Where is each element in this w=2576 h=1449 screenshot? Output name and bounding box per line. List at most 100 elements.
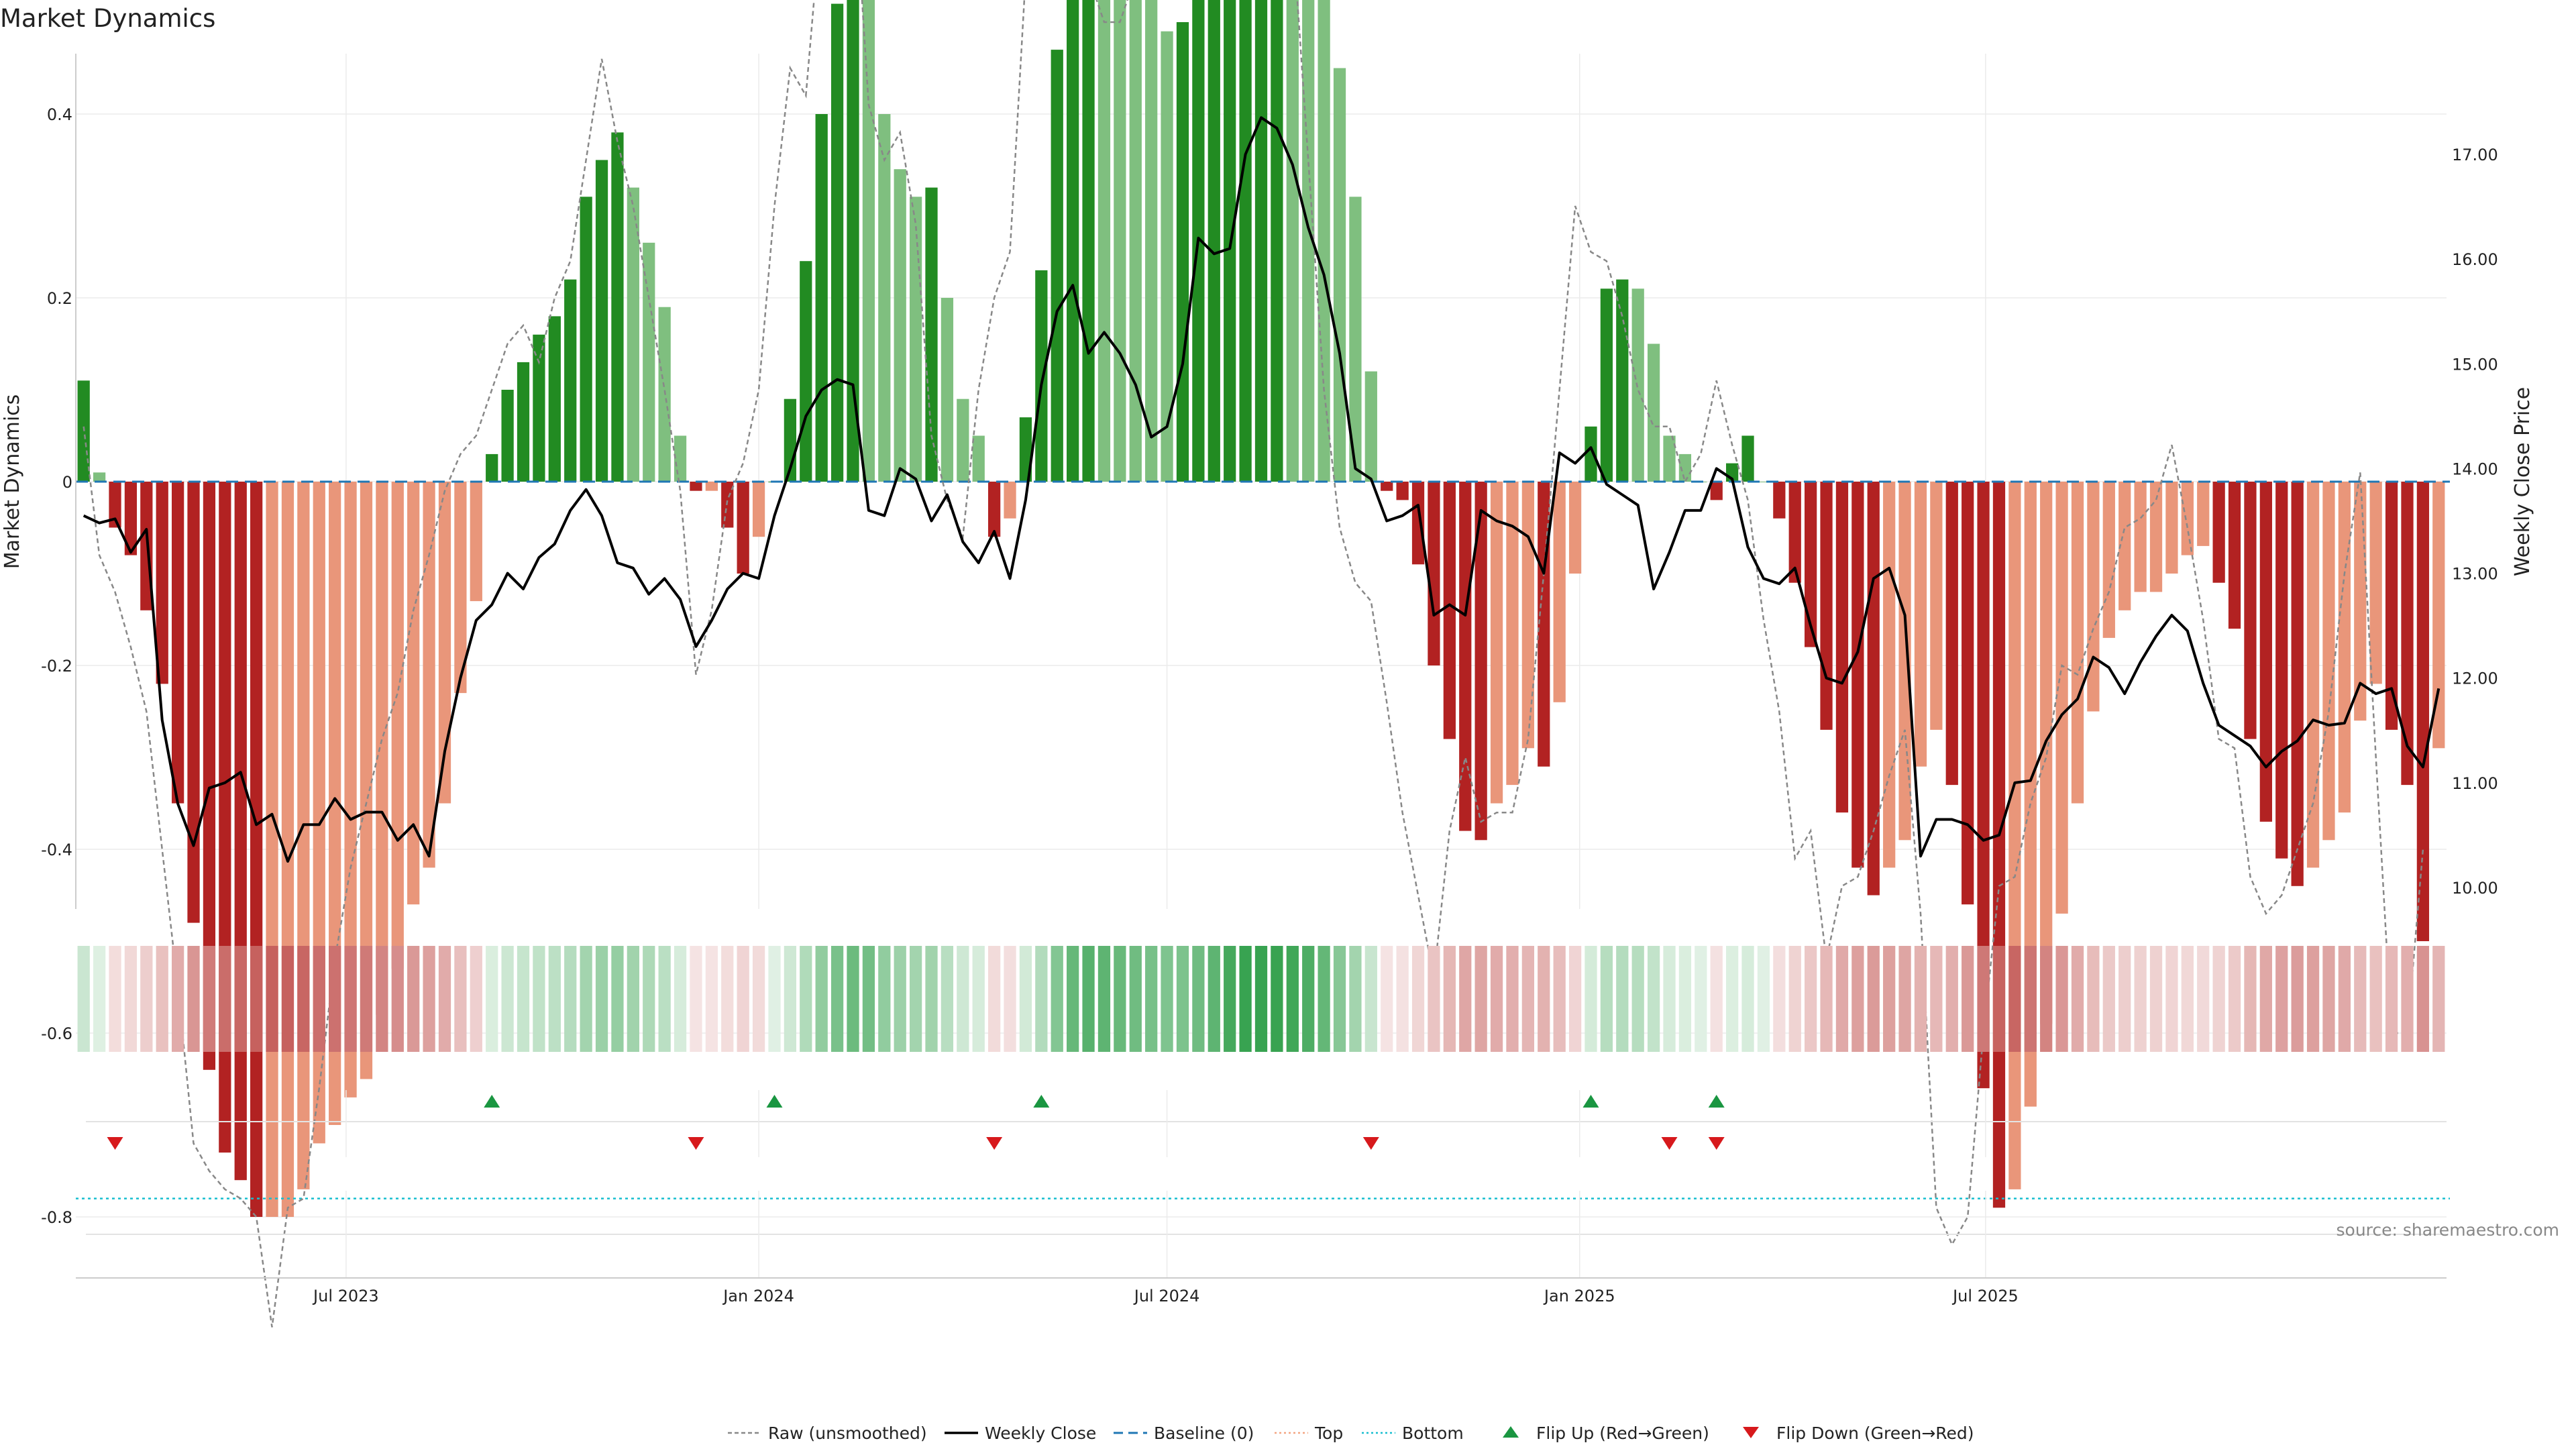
dynamics-bar bbox=[894, 169, 906, 482]
heat-cell bbox=[862, 946, 875, 1052]
chart-title: Market Dynamics bbox=[0, 4, 215, 33]
dynamics-bar bbox=[234, 482, 247, 1181]
legend-label: Flip Down (Green→Red) bbox=[1776, 1424, 1974, 1443]
heat-cell bbox=[768, 946, 781, 1052]
dynamics-bar bbox=[1459, 482, 1472, 831]
heat-cell bbox=[1741, 946, 1754, 1052]
heat-cell bbox=[2401, 946, 2414, 1052]
dynamics-bar bbox=[1945, 482, 1958, 786]
heat-cell bbox=[1254, 946, 1268, 1052]
right-tick-label: 16.00 bbox=[2452, 250, 2498, 269]
heat-cell bbox=[1663, 946, 1676, 1052]
flip-down-marker bbox=[986, 1137, 1003, 1150]
dynamics-bar bbox=[1271, 0, 1283, 482]
dynamics-bar bbox=[1254, 0, 1268, 482]
heat-cell bbox=[1161, 946, 1173, 1052]
dynamics-bar bbox=[830, 3, 844, 482]
dynamics-bar bbox=[2197, 482, 2210, 546]
right-axis-label: Weekly Close Price bbox=[2511, 387, 2534, 576]
flip-up-marker bbox=[484, 1095, 500, 1108]
dynamics-bar bbox=[1051, 50, 1063, 482]
heat-cell bbox=[77, 946, 90, 1052]
dynamics-bar bbox=[1585, 426, 1597, 482]
heat-cell bbox=[658, 946, 671, 1052]
heat-cell bbox=[517, 946, 530, 1052]
dynamics-bar bbox=[1474, 482, 1487, 841]
heat-cell bbox=[1521, 946, 1534, 1052]
dynamics-bar bbox=[1553, 482, 1566, 702]
dynamics-bar bbox=[1977, 482, 1990, 1089]
heat-cell bbox=[2134, 946, 2147, 1052]
heat-cell bbox=[1428, 946, 1440, 1052]
right-tick-label: 15.00 bbox=[2452, 355, 2498, 374]
heat-cell bbox=[1553, 946, 1566, 1052]
weekly-close-line bbox=[83, 116, 2440, 863]
heat-cell bbox=[1898, 946, 1911, 1052]
dynamics-bar bbox=[1835, 482, 1849, 813]
heat-cell bbox=[1004, 946, 1016, 1052]
dynamics-bar bbox=[2275, 482, 2288, 859]
dynamics-bar bbox=[988, 482, 1001, 537]
left-tick-label: -0.6 bbox=[41, 1024, 72, 1043]
dynamics-bar bbox=[1568, 482, 1582, 574]
x-tick-label: Jul 2025 bbox=[1951, 1287, 2019, 1305]
legend-item: Flip Down (Green→Red) bbox=[1743, 1424, 1974, 1443]
heat-cell bbox=[752, 946, 765, 1052]
left-axis-label: Market Dynamics bbox=[1, 394, 24, 570]
heat-cell bbox=[93, 946, 106, 1052]
heat-cell bbox=[2008, 946, 2021, 1052]
heat-cell bbox=[721, 946, 734, 1052]
dynamics-bar bbox=[2244, 482, 2257, 739]
heat-cell bbox=[281, 946, 294, 1052]
heat-cell bbox=[705, 946, 718, 1052]
dynamics-bar bbox=[2055, 482, 2068, 914]
heat-cell bbox=[454, 946, 467, 1052]
right-tick-label: 13.00 bbox=[2452, 565, 2498, 584]
dynamics-bar bbox=[1616, 279, 1629, 482]
dynamics-bar bbox=[187, 482, 200, 923]
dynamics-bar bbox=[1773, 482, 1786, 519]
dynamics-bar bbox=[438, 482, 451, 804]
dynamics-bar bbox=[2102, 482, 2115, 638]
heat-cell bbox=[1051, 946, 1063, 1052]
heat-cell bbox=[1318, 946, 1330, 1052]
heat-cell bbox=[1349, 946, 1362, 1052]
dynamics-bar bbox=[1411, 482, 1425, 565]
dynamics-bar bbox=[407, 482, 420, 905]
left-tick-label: 0 bbox=[62, 473, 72, 492]
dynamics-bar bbox=[1820, 482, 1833, 730]
heat-cell bbox=[2055, 946, 2068, 1052]
dynamics-bar bbox=[1161, 31, 1173, 482]
flip-up-marker bbox=[1708, 1095, 1725, 1108]
heat-cell bbox=[1538, 946, 1550, 1052]
dynamics-bar bbox=[909, 197, 922, 482]
heat-cell bbox=[1192, 946, 1205, 1052]
right-tick-label: 10.00 bbox=[2452, 879, 2498, 898]
heat-cell bbox=[250, 946, 263, 1052]
dynamics-bar bbox=[878, 114, 891, 482]
heat-cell bbox=[1364, 946, 1377, 1052]
dynamics-bar bbox=[643, 242, 655, 482]
dynamics-bar bbox=[972, 435, 985, 482]
heat-cell bbox=[548, 946, 561, 1052]
legend-item: Weekly Close bbox=[945, 1424, 1096, 1443]
heat-cell bbox=[1381, 946, 1393, 1052]
dynamics-bar bbox=[1145, 0, 1158, 482]
flip-down-marker bbox=[1661, 1137, 1678, 1150]
dynamics-bar bbox=[2416, 482, 2430, 941]
dynamics-bar bbox=[1805, 482, 1817, 647]
dynamics-bar bbox=[1082, 0, 1095, 482]
heat-cell bbox=[470, 946, 482, 1052]
heat-cell bbox=[1930, 946, 1943, 1052]
right-tick-label: 11.00 bbox=[2452, 774, 2498, 793]
heat-cell bbox=[1585, 946, 1597, 1052]
x-tick-label: Jan 2025 bbox=[1543, 1287, 1615, 1305]
dynamics-bar bbox=[690, 482, 702, 491]
dynamics-bar bbox=[1867, 482, 1880, 896]
heat-cell bbox=[297, 946, 310, 1052]
dynamics-bar bbox=[752, 482, 765, 537]
dynamics-bar bbox=[1710, 482, 1723, 500]
left-tick-label: -0.8 bbox=[41, 1208, 72, 1227]
heat-cell bbox=[109, 946, 121, 1052]
heat-cell bbox=[1097, 946, 1111, 1052]
